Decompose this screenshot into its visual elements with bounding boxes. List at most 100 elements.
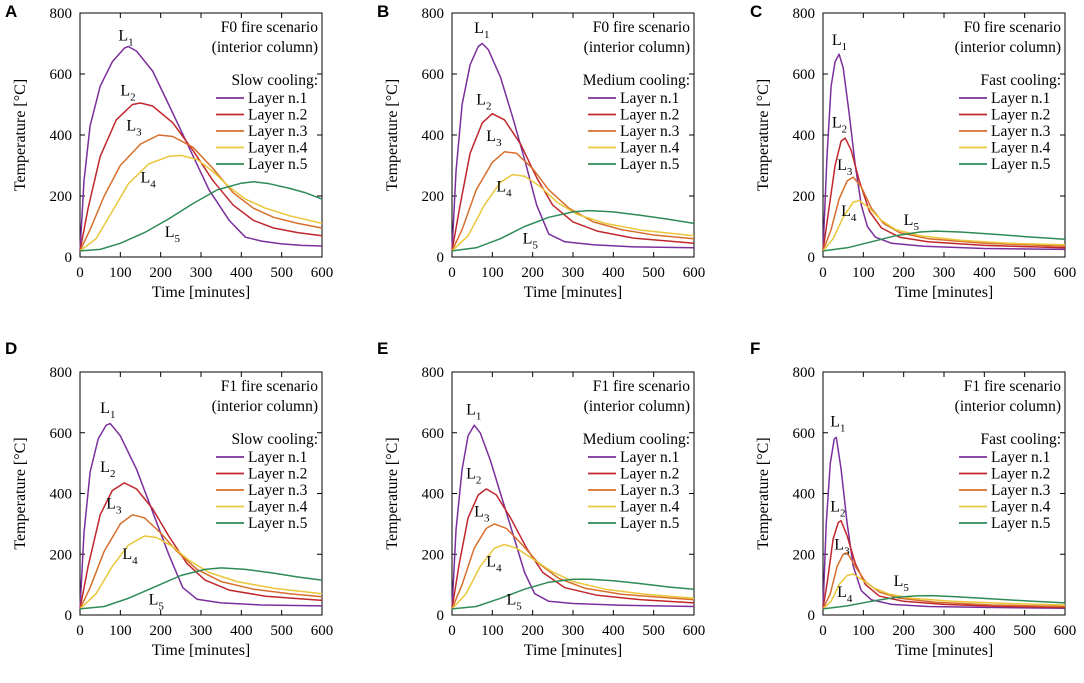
x-tick-label: 600 (311, 623, 334, 639)
curve-label-letter: L (486, 553, 496, 570)
curve-label-l3: L3 (126, 117, 142, 138)
curve-label-letter: L (834, 537, 844, 554)
legend-label-layer-3: Layer n.3 (620, 123, 680, 140)
legend-label-layer-4: Layer n.4 (620, 140, 680, 157)
curve-label-l1: L1 (832, 32, 847, 53)
y-tick-label: 400 (793, 487, 816, 503)
curve-label-l5: L5 (506, 591, 522, 612)
y-tick-label: 600 (793, 67, 816, 83)
legend-label-layer-2: Layer n.2 (620, 466, 679, 483)
curve-label-letter: L (894, 573, 904, 590)
curve-label-subscript: 1 (842, 41, 848, 53)
legend-label-layer-3: Layer n.3 (620, 482, 680, 499)
legend-title: Slow cooling: (231, 72, 318, 89)
x-tick-label: 600 (311, 265, 334, 281)
y-axis-title: Temperature [°C] (384, 437, 401, 549)
curve-label-subscript: 4 (847, 593, 853, 605)
curve-label-l4: L4 (486, 553, 502, 574)
curve-label-l3: L3 (834, 537, 850, 558)
legend-label-layer-3: Layer n.3 (248, 123, 308, 140)
panel-c: C 0 100 200 300 400 500 600 0 200 400 600 800 Time [m… (750, 2, 1076, 301)
curve-label-l2: L2 (120, 82, 135, 103)
curve-label-subscript: 1 (110, 409, 116, 421)
curve-label-letter: L (904, 212, 914, 229)
legend-label-layer-5: Layer n.5 (991, 515, 1051, 532)
curve-label-l1: L1 (118, 27, 133, 48)
x-axis-title: Time [minutes] (152, 642, 251, 659)
x-tick-label: 400 (230, 623, 253, 639)
curve-label-l3: L3 (837, 157, 853, 178)
series-line-layer-5 (822, 230, 1066, 252)
y-tick-label: 800 (793, 365, 816, 381)
scenario-label: F0 fire scenario (964, 19, 1062, 36)
x-tick-label: 100 (852, 623, 875, 639)
position-label: (interior column) (212, 398, 318, 415)
curve-label-subscript: 5 (913, 221, 919, 233)
legend-label-layer-4: Layer n.4 (991, 499, 1051, 516)
curve-label-l1: L1 (100, 400, 115, 421)
scenario-label: F0 fire scenario (221, 19, 319, 36)
series-line-layer-1 (451, 42, 695, 251)
x-tick-label: 400 (602, 623, 625, 639)
series-line-layer-1 (79, 45, 323, 251)
legend-label-layer-4: Layer n.4 (248, 140, 308, 157)
curve-label-subscript: 2 (110, 468, 116, 480)
x-axis-title: Time [minutes] (895, 284, 994, 301)
position-label: (interior column) (955, 398, 1061, 415)
curve-label-subscript: 4 (132, 555, 138, 567)
curve-label-subscript: 5 (174, 233, 180, 245)
y-tick-label: 800 (793, 6, 816, 22)
y-axis-title: Temperature [°C] (755, 437, 772, 549)
x-tick-label: 0 (76, 265, 84, 281)
y-tick-label: 200 (422, 189, 445, 205)
x-tick-label: 600 (683, 623, 706, 639)
scenario-label: F1 fire scenario (593, 378, 691, 395)
scenario-label: F0 fire scenario (593, 19, 691, 36)
x-tick-label: 200 (521, 265, 544, 281)
curve-label-subscript: 2 (486, 101, 492, 113)
legend-title: Slow cooling: (231, 431, 318, 448)
curve-label-letter: L (165, 224, 175, 241)
x-axis-title: Time [minutes] (895, 642, 994, 659)
curve-label-subscript: 5 (532, 239, 538, 251)
y-tick-label: 800 (422, 365, 445, 381)
curve-label-letter: L (486, 128, 496, 145)
curve-label-letter: L (118, 27, 128, 44)
curve-label-subscript: 1 (476, 411, 482, 423)
curve-label-l5: L5 (523, 230, 539, 251)
series-line-layer-3 (79, 134, 323, 252)
legend-label-layer-5: Layer n.5 (620, 515, 680, 532)
legend-label-layer-4: Layer n.4 (991, 140, 1051, 157)
x-tick-label: 0 (448, 265, 456, 281)
series-line-layer-2 (79, 102, 323, 252)
x-tick-label: 300 (933, 265, 956, 281)
curve-label-l4: L4 (141, 169, 157, 190)
y-tick-label: 600 (422, 67, 445, 83)
series-line-layer-4 (79, 154, 323, 252)
curve-label-subscript: 3 (496, 137, 502, 149)
x-tick-label: 500 (270, 623, 293, 639)
x-tick-label: 0 (819, 623, 827, 639)
curve-label-l3: L3 (474, 503, 490, 524)
legend-label-layer-2: Layer n.2 (991, 107, 1050, 124)
curve-label-subscript: 3 (484, 512, 490, 524)
curve-label-letter: L (100, 400, 110, 417)
curve-label-l2: L2 (476, 92, 491, 113)
legend-label-layer-2: Layer n.2 (620, 107, 679, 124)
curve-label-l2: L2 (466, 465, 481, 486)
curve-label-subscript: 3 (116, 505, 122, 517)
y-tick-label: 0 (65, 250, 73, 266)
curve-label-letter: L (474, 503, 484, 520)
legend-label-layer-4: Layer n.4 (248, 499, 308, 516)
x-tick-label: 0 (448, 623, 456, 639)
curve-label-subscript: 4 (150, 178, 156, 190)
x-tick-label: 100 (109, 623, 132, 639)
curve-label-letter: L (100, 459, 110, 476)
legend-label-layer-3: Layer n.3 (991, 482, 1051, 499)
curve-label-subscript: 1 (840, 423, 846, 435)
y-tick-label: 800 (422, 6, 445, 22)
y-tick-label: 800 (50, 365, 73, 381)
legend-label-layer-1: Layer n.1 (248, 90, 307, 107)
series-line-layer-2 (451, 112, 695, 252)
